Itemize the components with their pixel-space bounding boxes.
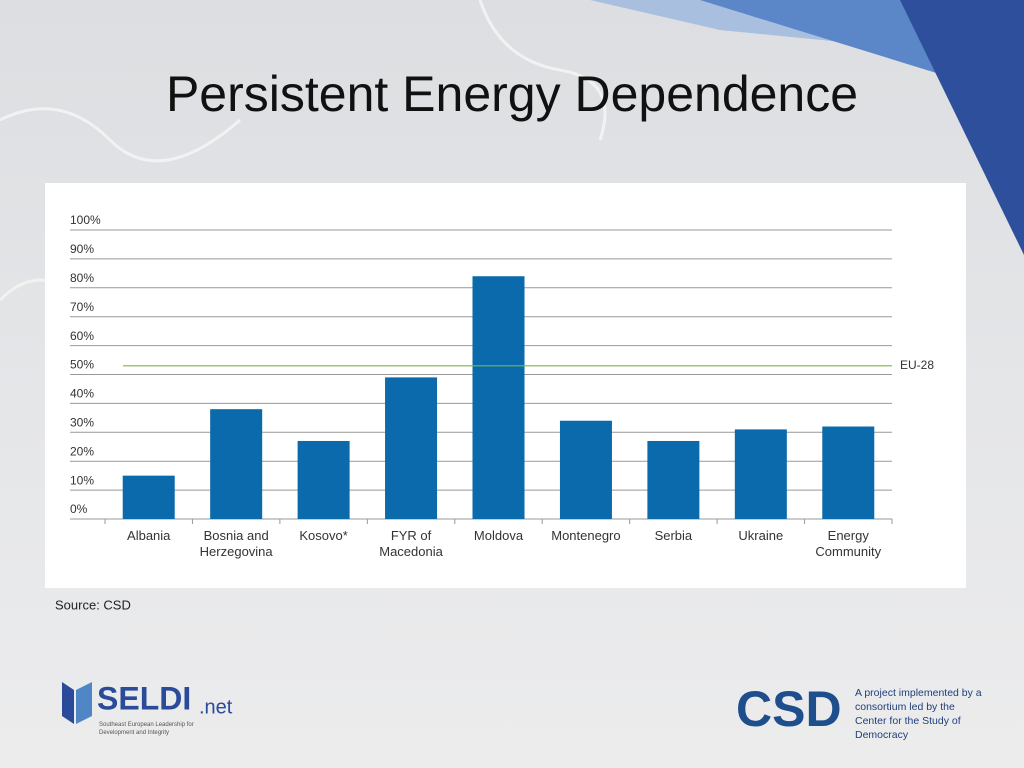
- y-tick-label: 90%: [70, 242, 94, 256]
- y-tick-label: 80%: [70, 271, 94, 285]
- seldi-suffix: .net: [199, 696, 233, 718]
- y-tick-label: 20%: [70, 444, 94, 458]
- y-tick-label: 70%: [70, 300, 94, 314]
- y-tick-label: 30%: [70, 415, 94, 429]
- y-tick-label: 60%: [70, 329, 94, 343]
- x-tick-label: Albania: [127, 528, 171, 543]
- y-tick-label: 100%: [70, 213, 101, 227]
- y-tick-label: 10%: [70, 473, 94, 487]
- source-note: Source: CSD: [55, 597, 131, 612]
- bar: [734, 429, 787, 519]
- y-tick-label: 50%: [70, 358, 94, 372]
- bar: [122, 475, 175, 519]
- x-tick-label: Energy Community: [815, 528, 882, 559]
- seldi-tagline: Southeast European Leadership for Develo…: [99, 722, 194, 736]
- bar: [210, 409, 263, 519]
- y-tick-label: 40%: [70, 387, 94, 401]
- decor-triangle: [900, 0, 1024, 255]
- bar: [472, 276, 525, 519]
- x-tick-label: Serbia: [654, 528, 693, 543]
- y-tick-label: 0%: [70, 502, 88, 516]
- reference-label: EU-28: [900, 358, 934, 372]
- bar: [559, 420, 612, 519]
- seldi-icon: [76, 682, 92, 724]
- x-tick-label: Bosnia and Herzegovina: [199, 528, 273, 559]
- x-tick-label: Montenegro: [551, 528, 621, 543]
- seldi-name: SELDI: [97, 680, 191, 716]
- bar: [385, 377, 438, 519]
- bar: [822, 426, 875, 519]
- x-tick-label: Ukraine: [738, 528, 784, 543]
- project-note: A project implemented by a consortium le…: [855, 687, 982, 741]
- x-tick-label: Moldova: [473, 528, 524, 543]
- x-tick-label: Kosovo*: [299, 528, 348, 543]
- bar: [297, 440, 350, 519]
- bar: [647, 440, 700, 519]
- seldi-icon: [62, 682, 74, 724]
- x-tick-label: FYR of Macedonia: [379, 528, 443, 559]
- csd-logo: CSD: [736, 681, 842, 737]
- slide-title: Persistent Energy Dependence: [166, 66, 858, 122]
